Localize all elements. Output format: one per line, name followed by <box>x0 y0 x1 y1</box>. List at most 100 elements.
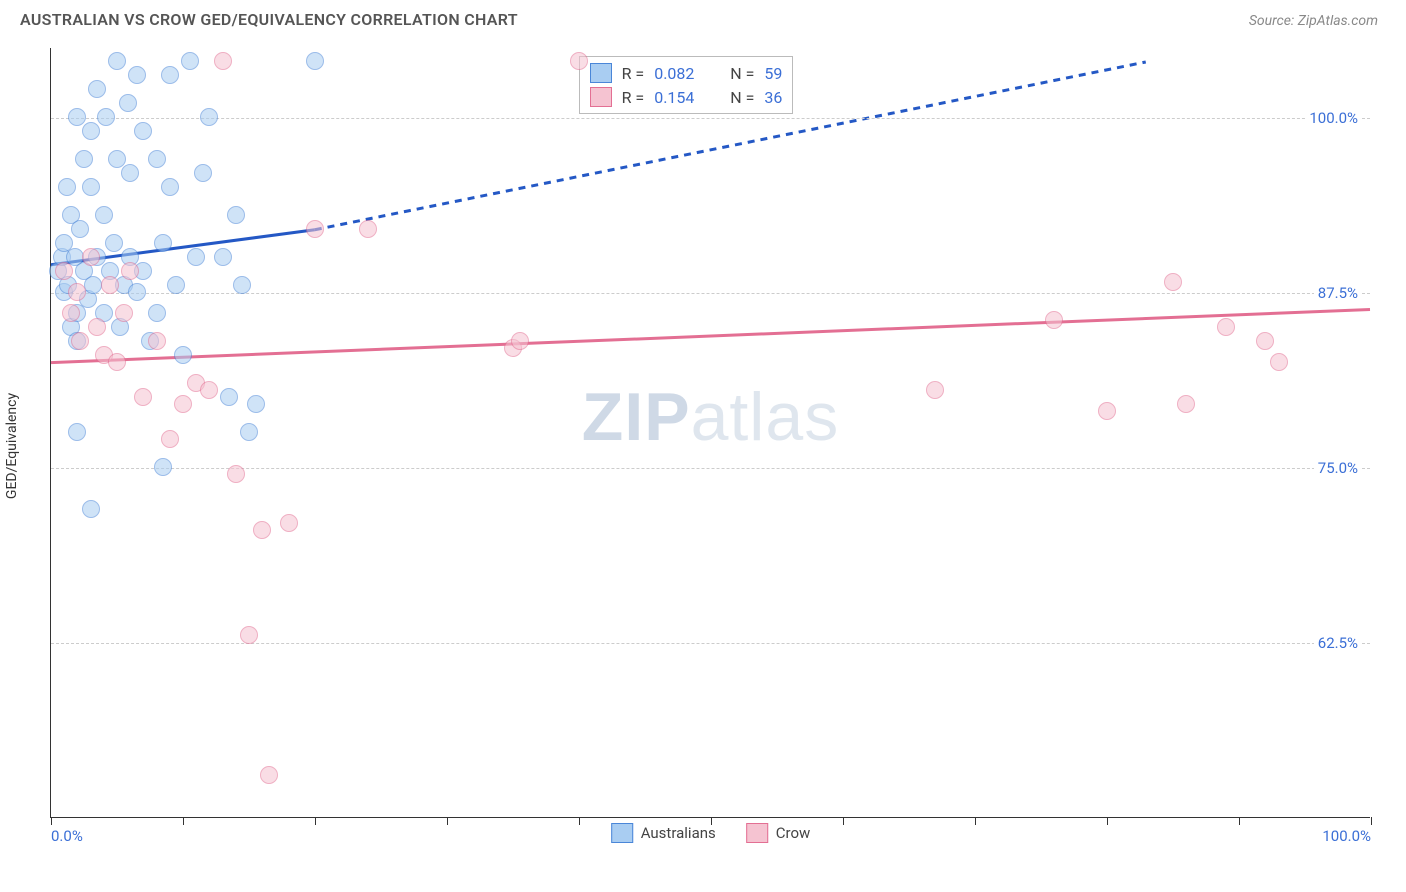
scatter-point-australians <box>306 52 324 70</box>
legend-swatch <box>590 63 612 83</box>
scatter-point-crow <box>148 332 166 350</box>
scatter-point-australians <box>84 276 102 294</box>
ytick-label: 87.5% <box>1314 284 1362 302</box>
scatter-point-crow <box>115 304 133 322</box>
scatter-point-australians <box>82 122 100 140</box>
scatter-point-australians <box>128 66 146 84</box>
scatter-point-australians <box>148 150 166 168</box>
scatter-point-crow <box>1098 402 1116 420</box>
scatter-point-australians <box>167 276 185 294</box>
legend-r-label: R = <box>622 64 645 83</box>
watermark: ZIPatlas <box>582 378 839 456</box>
legend-n-value: 59 <box>764 64 782 83</box>
scatter-point-australians <box>214 248 232 266</box>
scatter-point-australians <box>220 388 238 406</box>
xtick <box>711 817 712 825</box>
legend-n-value: 36 <box>764 88 782 107</box>
scatter-point-crow <box>260 766 278 784</box>
scatter-point-crow <box>1256 332 1274 350</box>
scatter-point-crow <box>214 52 232 70</box>
scatter-point-crow <box>88 318 106 336</box>
scatter-point-crow <box>161 430 179 448</box>
scatter-point-crow <box>306 220 324 238</box>
scatter-point-crow <box>68 283 86 301</box>
legend-swatch <box>611 823 633 843</box>
scatter-point-crow <box>280 514 298 532</box>
legend-r-value: 0.082 <box>654 64 714 83</box>
xtick-label: 100.0% <box>1322 827 1371 845</box>
scatter-point-australians <box>105 234 123 252</box>
scatter-point-crow <box>1177 395 1195 413</box>
plot-area: ZIPatlas R =0.082N =59R =0.154N =36 Aust… <box>50 48 1370 818</box>
scatter-point-australians <box>82 178 100 196</box>
ytick-label: 75.0% <box>1314 459 1362 477</box>
xtick-label: 0.0% <box>51 827 83 845</box>
scatter-point-crow <box>253 521 271 539</box>
scatter-point-australians <box>247 395 265 413</box>
xtick <box>447 817 448 825</box>
xtick <box>1371 817 1372 825</box>
scatter-point-crow <box>1270 353 1288 371</box>
scatter-point-australians <box>148 304 166 322</box>
scatter-point-crow <box>62 304 80 322</box>
correlation-legend: R = 0.082 N = 59R = 0.154 N = 36 <box>579 56 794 114</box>
scatter-point-crow <box>134 388 152 406</box>
watermark-bold: ZIP <box>582 379 691 455</box>
legend-n-label: N = <box>730 64 754 83</box>
scatter-point-crow <box>82 248 100 266</box>
scatter-point-australians <box>97 108 115 126</box>
scatter-point-australians <box>82 500 100 518</box>
legend-corr-row-crow: R =0.154N =36 <box>590 85 783 109</box>
scatter-point-crow <box>227 465 245 483</box>
xtick <box>975 817 976 825</box>
scatter-point-crow <box>108 353 126 371</box>
scatter-point-australians <box>187 248 205 266</box>
scatter-point-crow <box>359 220 377 238</box>
gridline-h <box>51 468 1370 469</box>
scatter-point-crow <box>1164 273 1182 291</box>
xtick <box>579 817 580 825</box>
scatter-point-australians <box>95 206 113 224</box>
series-legend: Australians Crow <box>611 823 811 843</box>
series-legend-item-australians: Australians <box>611 823 716 843</box>
scatter-point-crow <box>121 262 139 280</box>
scatter-point-australians <box>200 108 218 126</box>
scatter-point-australians <box>75 150 93 168</box>
scatter-point-australians <box>240 423 258 441</box>
ytick-label: 100.0% <box>1305 109 1362 127</box>
scatter-point-australians <box>181 52 199 70</box>
scatter-point-australians <box>68 423 86 441</box>
series-legend-label: Australians <box>641 824 716 842</box>
scatter-point-australians <box>128 283 146 301</box>
scatter-point-crow <box>174 395 192 413</box>
scatter-point-australians <box>121 164 139 182</box>
ytick-label: 62.5% <box>1314 634 1362 652</box>
y-axis-label: GED/Equivalency <box>4 393 20 499</box>
gridline-h <box>51 293 1370 294</box>
xtick <box>1239 817 1240 825</box>
scatter-point-crow <box>511 332 529 350</box>
scatter-point-crow <box>200 381 218 399</box>
chart-title: AUSTRALIAN VS CROW GED/EQUIVALENCY CORRE… <box>20 10 518 29</box>
xtick <box>1107 817 1108 825</box>
scatter-point-crow <box>926 381 944 399</box>
scatter-point-crow <box>1045 311 1063 329</box>
series-legend-item-crow: Crow <box>746 823 811 843</box>
watermark-rest: atlas <box>691 379 840 455</box>
xtick <box>183 817 184 825</box>
xtick <box>315 817 316 825</box>
chart-source: Source: ZipAtlas.com <box>1249 13 1378 29</box>
scatter-point-australians <box>108 52 126 70</box>
scatter-point-australians <box>71 220 89 238</box>
legend-swatch <box>590 87 612 107</box>
scatter-point-australians <box>194 164 212 182</box>
xtick <box>51 817 52 825</box>
legend-n-label: N = <box>730 88 754 107</box>
scatter-point-australians <box>161 178 179 196</box>
scatter-point-australians <box>154 458 172 476</box>
scatter-point-australians <box>154 234 172 252</box>
scatter-point-australians <box>227 206 245 224</box>
legend-corr-row-australians: R = 0.082 N = 59 <box>590 61 783 85</box>
scatter-point-australians <box>119 94 137 112</box>
legend-r-value: 0.154 <box>654 88 714 107</box>
